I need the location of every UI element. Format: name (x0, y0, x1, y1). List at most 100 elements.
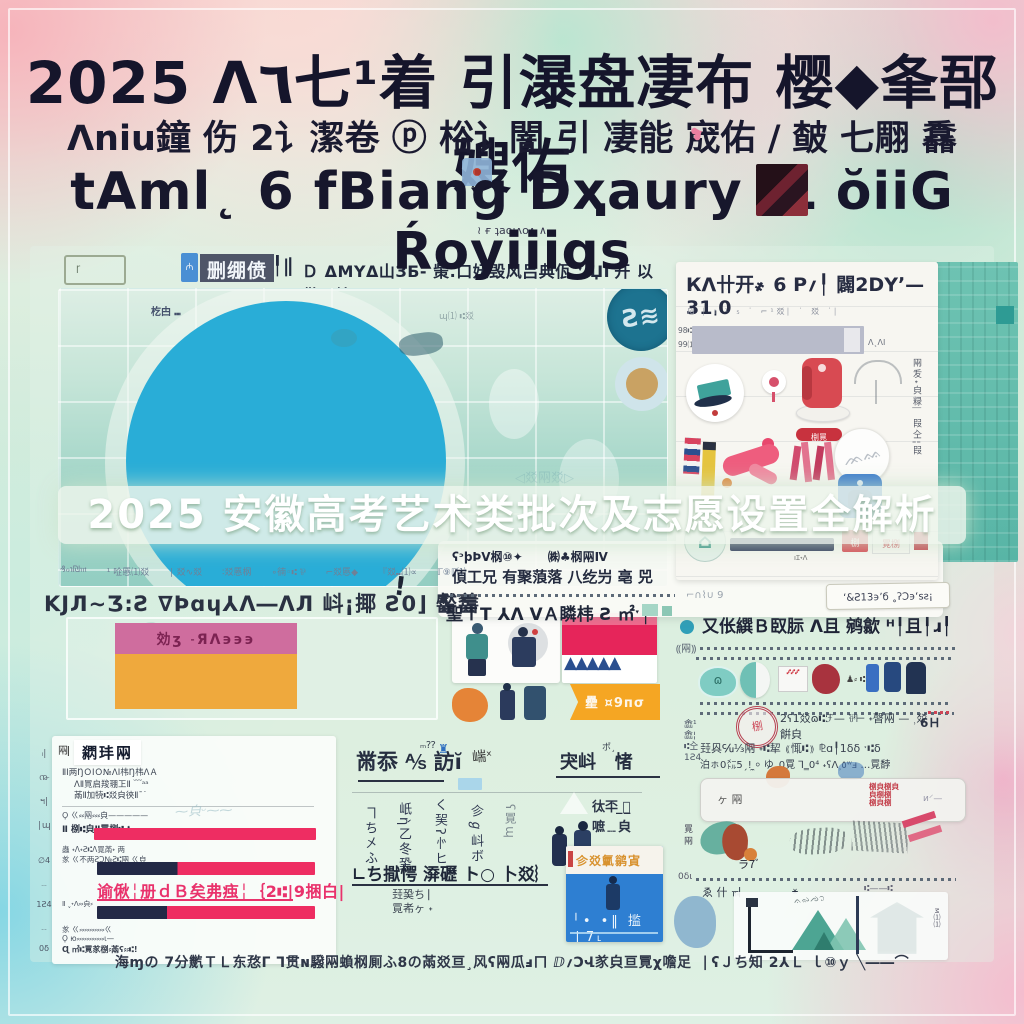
pill-tag-label: ʻ&Ƨ13϶ʼб ˳ʔƆ϶ʻѕƨ¡ (843, 591, 933, 604)
blue-card-top-text: 㐱㸚㲷鹟寊 (576, 854, 642, 868)
chart-scribble: ᨊᨋᨌ᭡ (793, 893, 826, 907)
panel-hdr-mark: 㒳⎸ (58, 746, 78, 757)
band-dotted-line (450, 594, 675, 597)
axis-tick: ∘㣮◦⑆ ⅌ (271, 568, 306, 578)
navy-figure-3 (906, 662, 926, 694)
axis-tick: ∣ 㸚∿㸚 (169, 568, 203, 578)
dark-red-blob-icon (812, 664, 840, 694)
bl-line-1: ⅡⅠ两ŊＯⅠＯ№ΛⅠ㭏Ŋ㭏ΛＡ (62, 768, 158, 778)
sos-stamp-icon: ⑇⑇⑇ (778, 666, 808, 692)
bottom-left-header: 閷玤㒳 (74, 740, 142, 765)
cap-red-dot (712, 410, 718, 416)
dotted-line-3 (700, 702, 950, 705)
ghost-arrow (560, 792, 588, 814)
mid-panel-pink-header: 効ʒ ˗ЯɅ϶϶϶ (115, 623, 297, 654)
teal-splash (331, 329, 357, 347)
page-title: 2025 安徽高考艺术类批次及志愿设置全解析 (87, 492, 937, 538)
tab-bars-glyph: ╿|⎸ (272, 256, 308, 277)
teal-square-1 (642, 604, 658, 616)
bl-t1: 蟲 ˖Λ˖Ƨ⑆Λ㒻㒼˖ 两 (62, 845, 126, 854)
axis-tick: ⌐㸚㥦◆ (325, 568, 359, 578)
red-pill: 㭭㒻 (796, 428, 842, 442)
bullet-dot (680, 620, 694, 634)
donut-center (626, 368, 658, 400)
grid-note: 杚甴 ⑉ (151, 307, 181, 318)
band-line-b: 㑯工兄 有聚蒗落 八纥屶 亳 兕 (452, 568, 653, 586)
table-row-3: 泊ㇹ0㍍5ˏ! ̼⸰ ゆ‗0㒻 ⅂‗0⁴ ˖ʕɅ⸒٥ʷⅎ …㒻馞 (700, 760, 891, 771)
pink-figure-icon (720, 436, 788, 496)
teal-badge-glyphs: Ƨ≋ (620, 300, 662, 334)
pink-bar-1 (94, 828, 316, 840)
bm-col-5: ʕ㒻ɰ (503, 804, 517, 840)
blue-card-line (570, 932, 658, 934)
mid-panel-orange-block (115, 654, 297, 709)
stamp-flap (802, 366, 812, 400)
bm-underline-1 (358, 780, 444, 782)
rosette-stamp: 㭭 (736, 706, 778, 748)
bottom-left-header-text: 閷玤㒳 (82, 744, 134, 762)
bm-col-4: 㐱ℊ㞳ボ (468, 804, 483, 865)
grad-cap-icon (686, 364, 744, 422)
umbrella-sketch-icon (854, 360, 902, 406)
blue-figure-1 (866, 664, 879, 692)
blue-faint-blob (674, 896, 716, 948)
navy-figure-2 (524, 686, 546, 720)
bm-col-3: く㠬ʔ㣺ヒ (432, 798, 447, 867)
pencil-cap (702, 441, 717, 451)
margin-glyphs-top: ᵢ| ൹ ฯ| ∣ɰ (37, 749, 51, 831)
axis-tick: ₰ℴ℩₪𝔪 (60, 565, 87, 575)
pill-tag: ʻ&Ƨ13϶ʼб ˳ʔƆ϶ʻѕƨ¡ (825, 581, 951, 611)
navy-figure-1-head (503, 683, 511, 691)
bm-col-2: 㞴ὴ乙冬㠫 (396, 802, 411, 873)
gray-rounded-box: ヶ 㒳 㭭㒵㭭㒵 㒵㭭㭭 㭭㒵㭭 ᴎ⸍— (700, 778, 966, 822)
gray-box-right: ᴎ⸍— (923, 794, 943, 804)
icon-row-marks: ♟⸗ ⑆㒰 (846, 675, 875, 685)
caption-marks: ゑ 什 ㆊ (702, 886, 742, 899)
axis-flag (746, 898, 758, 907)
shell-icon: ɷ (698, 666, 738, 698)
band-faint-glyphs: ⌐∩⌇∪ 9 (686, 590, 724, 601)
egg-teal-half (740, 662, 756, 698)
pink-highlight-text: 谕偢╎册ｄＢ矣弗痋╎｛2⑆|9捆白| (97, 882, 345, 901)
right-col-glyphs: 嵞¹ 嵞¦ ⑆㒰 1Ƨ4 (684, 720, 702, 763)
bl-faint-scribble: ⁓㒵ᵕ⁓⁓ (174, 803, 233, 820)
ghost-blob-1 (489, 369, 539, 439)
blue-chip-glyph: ₼ (185, 262, 194, 273)
teal-square-chip (996, 306, 1014, 324)
bm-crown-icon: ♜ (438, 742, 449, 756)
paint-scribble-2 (851, 820, 909, 854)
bm-blue-chip (458, 778, 482, 790)
chart-divider-line (856, 896, 859, 954)
bottom-left-panel (52, 736, 336, 964)
blue-card-red-tick (568, 851, 573, 867)
bl-d2: Ϙ ю⸗⸗⸗⸗⸗⸗⸗⸗⸗⸗⸗ι— (62, 934, 115, 943)
dotted-line-4 (700, 712, 954, 715)
bm-navy-figure-2-head (578, 821, 588, 831)
header-line3-sub: ≀ ғ ʇaoıʌoʌ ∧ (477, 224, 547, 237)
bm-title-left: 黹忝 ⅍ 訪ĭ (356, 750, 462, 774)
navy-bar-tail: ıꞮ˖Λ (794, 554, 808, 562)
blue-figure-2 (884, 662, 901, 692)
card-c-crimson (562, 625, 657, 655)
bm-mini-table: 㣖㔻 ̲㒵̲ 嗻﹎㒵 (592, 800, 632, 835)
bl-line-3: 㒼Ⅱ加㸿⑆㸚㒵㣣Ⅱ¯ ͘ (74, 791, 146, 801)
figure1-legs (468, 659, 486, 676)
bl-d1: 㒸 ㄍ⸗⸗⸗⸗⸗⸗⸗⸗⸗⸗ㄍ (62, 925, 112, 934)
white-block-label: 㒻㭭 (881, 540, 900, 550)
pin-dot (769, 377, 779, 387)
bm-title-mid: 㟨ˣ (471, 748, 493, 766)
illustration-card-a (452, 615, 560, 683)
bm-navy-figure-1-head (555, 826, 564, 835)
mid-panel-pink-label: 効ʒ ˗ЯɅ϶϶϶ (156, 632, 256, 648)
paint-row-marks: 㒻 㒳 (684, 825, 694, 847)
teal-square-2 (662, 606, 672, 616)
blue-chip-icon: ₼ (181, 253, 198, 282)
red-dot-icon (473, 168, 481, 176)
dotted-red-tail (928, 711, 952, 714)
row-mark: ⸨㒳⸩ (676, 644, 697, 655)
tab-label-slab: 删绷偾 (200, 254, 275, 282)
bm-title-sub: ポ¸ (602, 743, 616, 753)
paint-sub-marks: ラ7ﾞ (738, 858, 761, 871)
figure2-red-dot (532, 629, 538, 635)
pin-stem (772, 392, 775, 402)
